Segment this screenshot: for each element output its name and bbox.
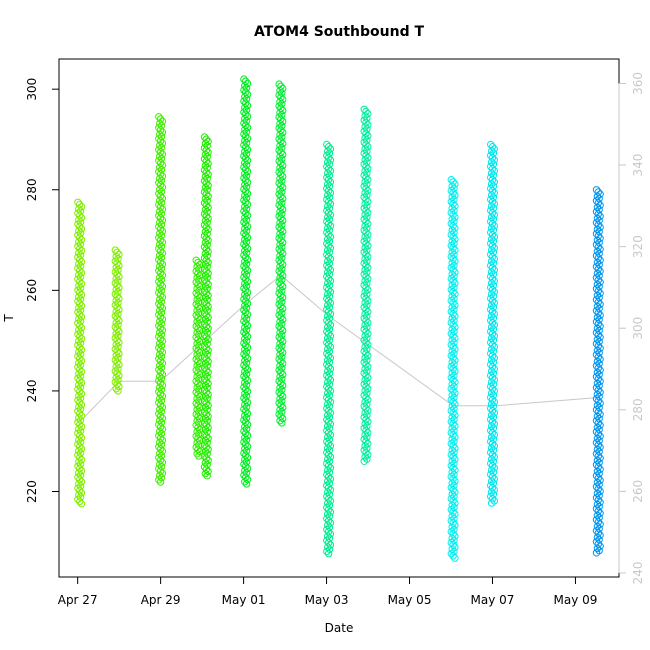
data-point <box>112 385 120 393</box>
data-point <box>449 552 457 560</box>
data-point <box>201 469 210 478</box>
data-point <box>324 550 333 558</box>
data-point <box>592 549 601 557</box>
y2-axis: 240 260 280 300 320 340 360 <box>618 72 645 584</box>
series-line-y2 <box>79 274 599 423</box>
data-point <box>360 457 368 465</box>
data-point <box>156 478 165 486</box>
series-band-9 <box>447 176 459 562</box>
data-point <box>114 387 122 395</box>
y2-tick-label: 340 <box>631 154 645 177</box>
line-layer <box>79 274 599 423</box>
points-layer <box>74 75 604 562</box>
data-point <box>593 544 602 553</box>
x-axis-label: Date <box>325 621 354 635</box>
y2-tick-label: 240 <box>631 561 645 584</box>
series-band-8 <box>360 105 372 465</box>
data-point <box>77 500 86 508</box>
series-band-1 <box>111 246 123 395</box>
y2-tick-label: 360 <box>631 72 645 95</box>
data-point <box>155 476 163 484</box>
y-tick-label: 280 <box>25 178 39 201</box>
plot-area-border <box>58 58 620 578</box>
y-tick-label: 260 <box>25 279 39 302</box>
x-tick-label: May 09 <box>553 593 597 607</box>
series-band-4 <box>200 133 212 480</box>
series-band-10 <box>487 140 498 507</box>
y-tick-label: 240 <box>25 379 39 402</box>
x-tick-label: May 07 <box>471 593 515 607</box>
y2-tick-label: 300 <box>631 317 645 340</box>
series-band-11 <box>592 186 604 557</box>
data-point <box>74 495 82 503</box>
data-point <box>193 450 201 458</box>
y2-tick-label: 320 <box>631 235 645 258</box>
data-point <box>276 417 284 425</box>
x-axis: Apr 27 Apr 29 May 01 May 03 May 05 May 07 May … <box>58 576 597 607</box>
x-tick-label: Apr 27 <box>58 593 98 607</box>
data-point <box>76 497 84 506</box>
y-axis-label: T <box>2 314 16 323</box>
series-band-7 <box>323 140 335 558</box>
series-band-5 <box>240 75 252 488</box>
chart-title: ATOM4 Southbound T <box>254 24 425 40</box>
x-tick-label: May 05 <box>388 593 432 607</box>
data-point <box>203 472 211 480</box>
y-tick-label: 220 <box>25 480 39 503</box>
y-tick-label: 300 <box>25 78 39 101</box>
series-band-3 <box>192 256 204 460</box>
x-tick-label: May 01 <box>222 593 266 607</box>
y2-tick-label: 260 <box>631 480 645 503</box>
data-point <box>488 495 497 503</box>
x-tick-label: May 03 <box>305 593 349 607</box>
data-point <box>451 554 459 562</box>
series-band-6 <box>275 80 287 427</box>
y-axis: 220 240 260 280 300 <box>25 78 60 503</box>
series-band-2 <box>155 113 167 486</box>
x-tick-label: Apr 29 <box>141 593 181 607</box>
data-point <box>361 453 369 461</box>
data-point <box>242 480 251 488</box>
y2-tick-label: 280 <box>631 398 645 421</box>
series-band-0 <box>74 198 86 508</box>
data-point <box>447 550 455 558</box>
data-point <box>323 547 331 556</box>
data-point <box>195 452 203 460</box>
data-point <box>487 499 496 507</box>
data-point <box>241 478 249 486</box>
data-point <box>278 419 286 427</box>
